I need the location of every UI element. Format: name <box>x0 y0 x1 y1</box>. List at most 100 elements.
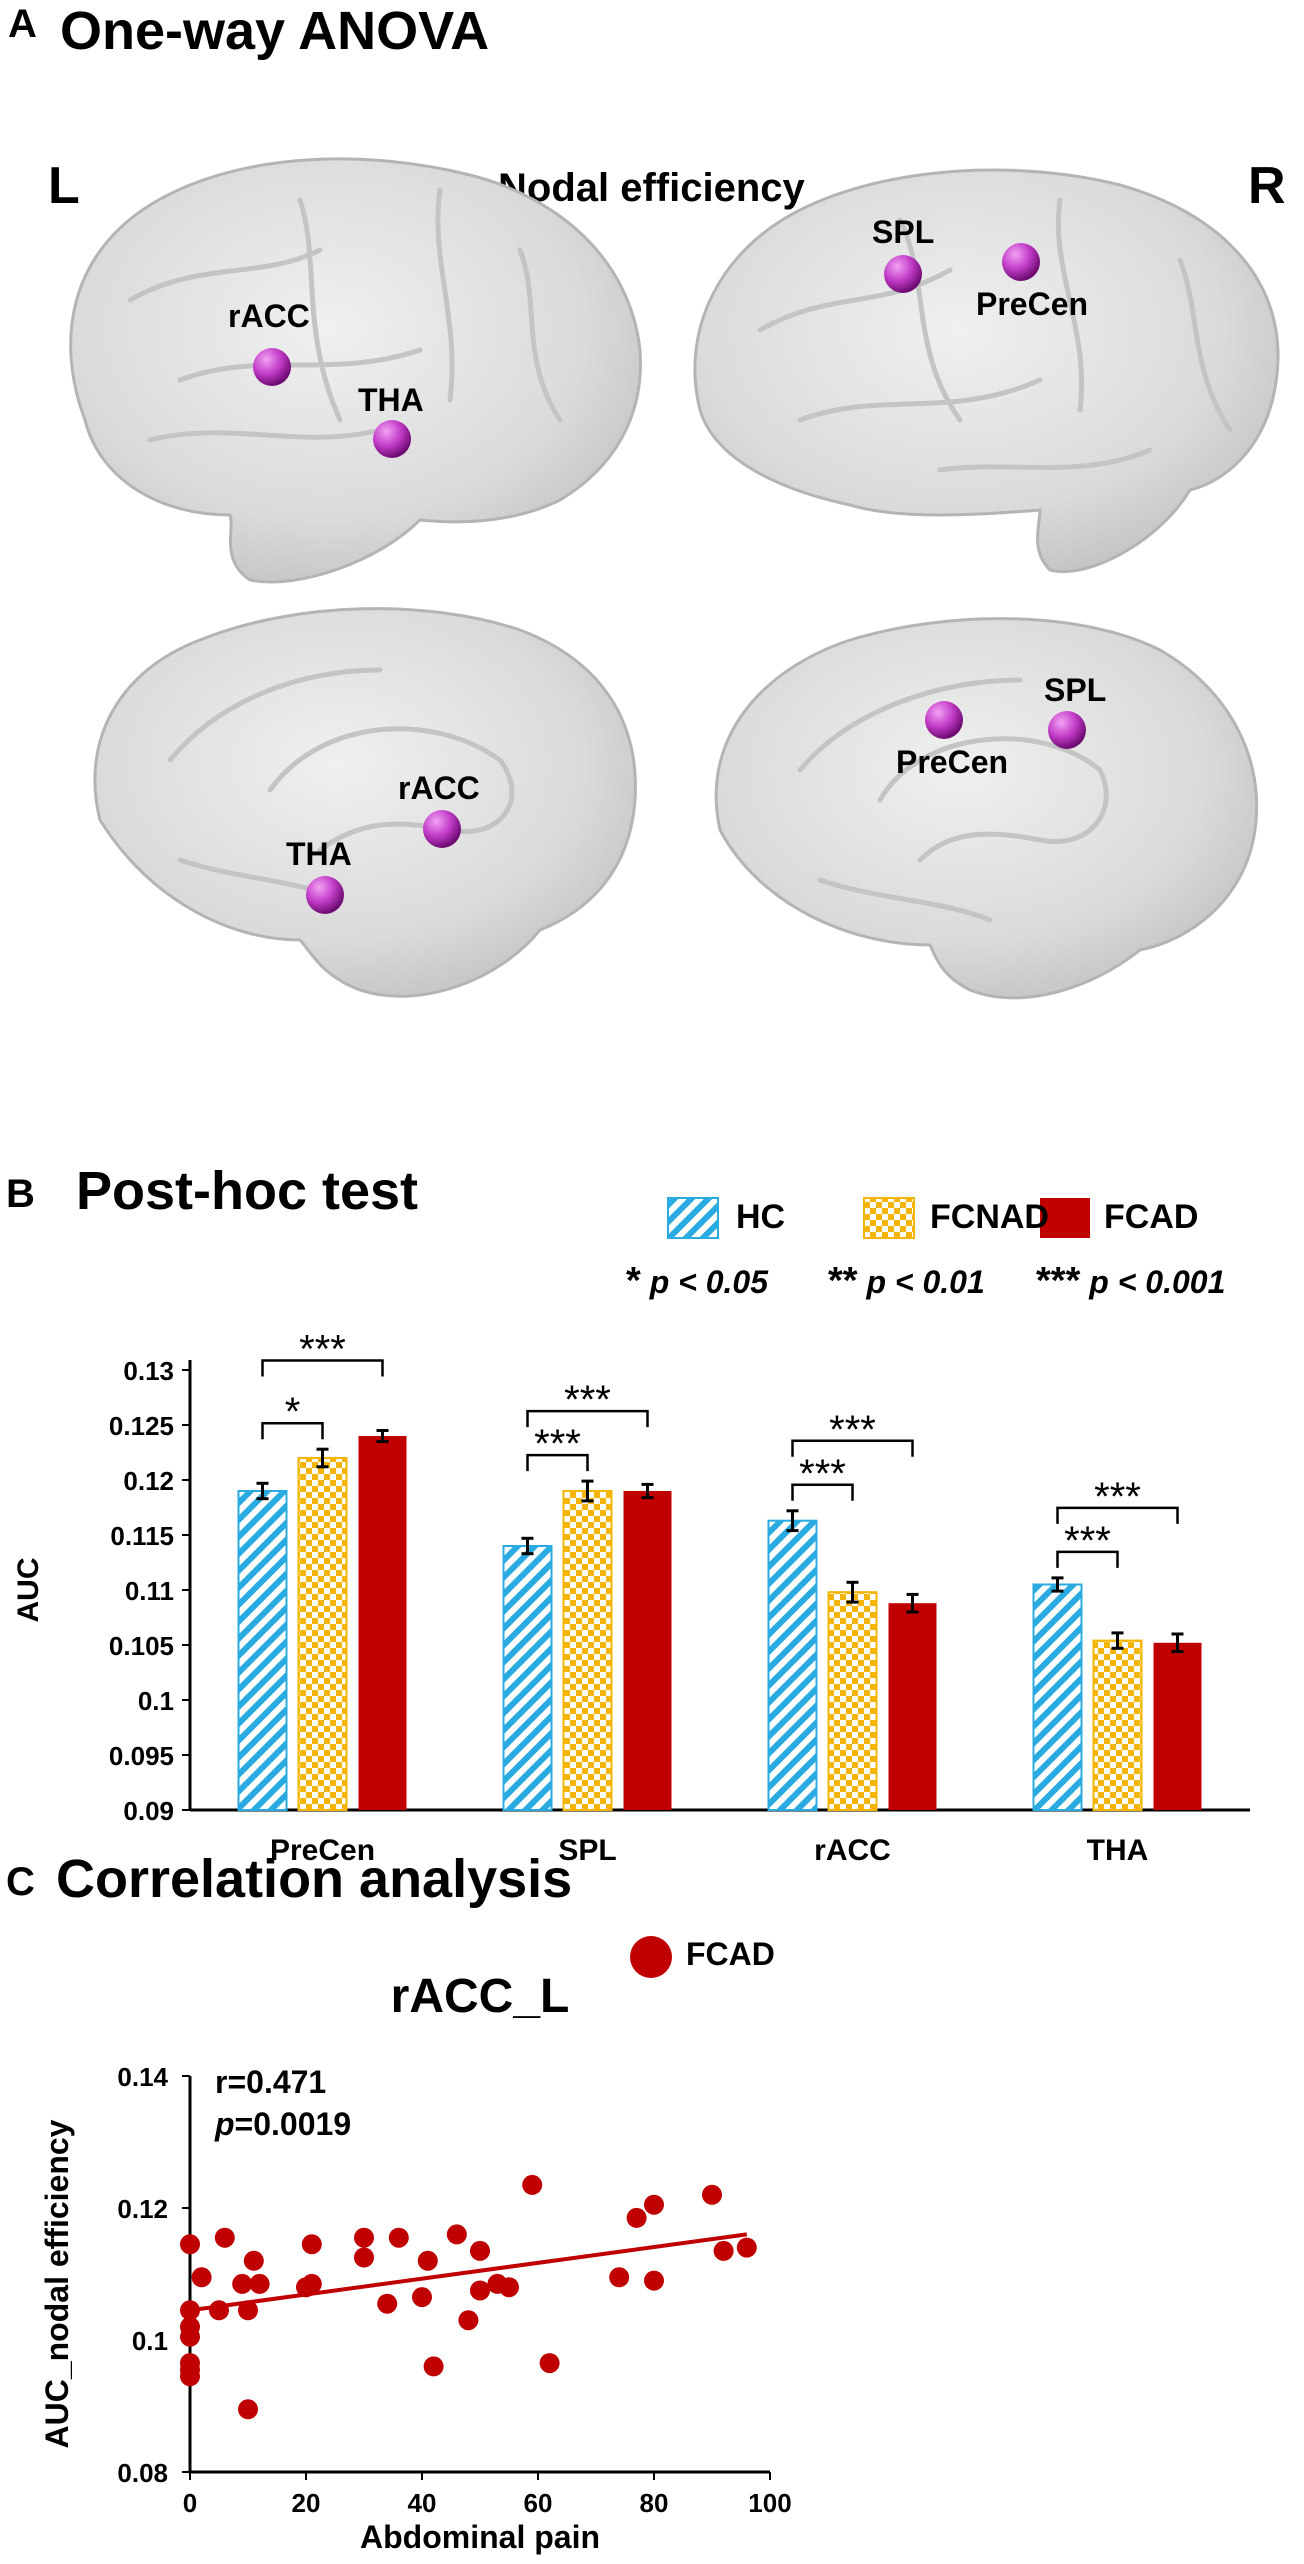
y-tick-label: 0.115 <box>110 1521 174 1551</box>
scatter-point <box>238 2300 258 2321</box>
bar-fcnad <box>1092 1639 1143 1811</box>
brain-views <box>69 157 1280 1000</box>
scatter-point <box>702 2184 722 2205</box>
y-tick-label: 0.09 <box>123 1796 174 1826</box>
scatter-point <box>609 2267 630 2288</box>
bar-fcad <box>358 1436 407 1810</box>
scatter-point <box>713 2240 734 2261</box>
scatter-point <box>301 2273 322 2294</box>
brain-lateral-right <box>693 168 1280 573</box>
bar-hc <box>1032 1583 1083 1811</box>
scatter-point <box>209 2300 229 2321</box>
scatter-point <box>214 2227 235 2248</box>
scatter-legend-marker <box>630 1936 672 1978</box>
scatter-point <box>539 2353 560 2374</box>
scatter-point <box>243 2250 264 2271</box>
legend-hc-swatch <box>667 1197 719 1239</box>
scatter-point <box>626 2207 647 2228</box>
scatter-point <box>191 2267 212 2288</box>
significance-stars: *** <box>799 1452 846 1496</box>
bar-chart: 0.09 0.095 0.1 0.105 0.11 0.115 0.12 0.125 0.13 A… <box>12 1330 1250 1867</box>
hemisphere-right-label: R <box>1248 157 1286 215</box>
significance-stars: *** <box>534 1422 581 1466</box>
stat-r: r=0.471 <box>215 2064 327 2100</box>
brain-lateral-left <box>69 157 642 584</box>
bar-fcad <box>888 1603 937 1810</box>
brain-medial-right <box>714 617 1259 1000</box>
y-tick-label: 0.1 <box>138 1686 174 1716</box>
x-tick-label: 100 <box>748 2488 791 2518</box>
scatter-point <box>180 2326 200 2347</box>
scatter-point <box>249 2273 270 2294</box>
sig-legend-p05: * p < 0.05 <box>626 1260 768 1303</box>
x-axis-label: Abdominal pain <box>360 2519 600 2555</box>
significance-stars: *** <box>564 1378 611 1422</box>
label-precen-medial: PreCen <box>896 744 1009 780</box>
y-tick-label: 0.1 <box>132 2326 168 2356</box>
sig-legend-p01-text: p < 0.01 <box>866 1264 985 1300</box>
node-precen-lateral <box>1002 243 1040 281</box>
label-tha-medial: THA <box>286 836 352 872</box>
label-spl-medial: SPL <box>1044 672 1107 708</box>
sig-legend-p01: ** p < 0.01 <box>828 1260 985 1303</box>
significance-stars: *** <box>1094 1475 1141 1519</box>
sig-legend-p01-stars: ** <box>828 1260 858 1302</box>
node-tha-medial <box>306 876 344 914</box>
significance-bracket <box>1056 1550 1119 1568</box>
group-legend-swatches <box>667 1197 1090 1239</box>
bar-fcnad <box>562 1490 613 1811</box>
scatter-point <box>388 2227 409 2248</box>
x-tick-label: 20 <box>292 2488 321 2518</box>
label-racc-medial: rACC <box>398 770 480 806</box>
significance-bracket <box>526 1409 649 1428</box>
significance-stars: *** <box>829 1408 876 1452</box>
bar-fcnad <box>827 1591 878 1812</box>
y-tick-label: 0.08 <box>117 2458 168 2488</box>
sig-legend-p05-stars: * <box>626 1260 641 1302</box>
significance-stars: * <box>285 1390 301 1434</box>
y-axis-label: AUC_nodal efficiency <box>39 2119 75 2448</box>
x-tick-label: 80 <box>640 2488 669 2518</box>
bar-hc <box>502 1545 553 1811</box>
regression-line <box>189 2232 748 2313</box>
scatter-point <box>458 2310 479 2331</box>
scatter-point <box>354 2247 374 2268</box>
hemisphere-left-label: L <box>48 157 80 215</box>
significance-stars: *** <box>1064 1519 1111 1563</box>
brain-medial-left <box>93 607 637 998</box>
scatter-point <box>644 2194 664 2215</box>
significance-bracket <box>261 1359 384 1377</box>
legend-fcad-label: FCAD <box>1104 1198 1199 1236</box>
scatter-point <box>644 2270 664 2291</box>
legend-fcnad-label: FCNAD <box>930 1198 1049 1236</box>
label-precen-lateral: PreCen <box>976 286 1089 322</box>
bar-hc <box>237 1490 288 1811</box>
significance-bracket <box>526 1453 589 1472</box>
scatter-point <box>499 2277 519 2298</box>
panel-a-letter: A <box>8 2 37 46</box>
node-precen-medial <box>925 701 963 739</box>
node-spl-medial <box>1048 711 1086 749</box>
panel-a-title: One-way ANOVA <box>60 1 490 61</box>
stat-p-value: =0.0019 <box>234 2106 352 2142</box>
label-spl-lateral: SPL <box>872 214 935 250</box>
scatter-point <box>232 2273 253 2294</box>
scatter-point <box>736 2237 757 2258</box>
significance-bracket <box>791 1483 854 1501</box>
node-spl-lateral <box>884 255 922 293</box>
sig-legend-p001-text: p < 0.001 <box>1089 1264 1226 1300</box>
y-tick-label: 0.14 <box>117 2062 168 2092</box>
sig-legend-p05-text: p < 0.05 <box>649 1264 768 1300</box>
y-tick-label: 0.105 <box>109 1631 174 1661</box>
bar-fcad <box>623 1491 672 1810</box>
scatter-point <box>354 2227 374 2248</box>
legend-fcad-swatch <box>1040 1198 1090 1238</box>
x-tick-label: THA <box>1087 1834 1149 1867</box>
scatter-point <box>417 2250 438 2271</box>
panel-b-letter: B <box>6 1172 35 1216</box>
x-tick-label: rACC <box>814 1834 891 1867</box>
significance-bracket <box>261 1421 324 1440</box>
scatter-point <box>470 2280 490 2301</box>
y-tick-label: 0.13 <box>123 1356 174 1386</box>
bar-fcad <box>1153 1642 1202 1810</box>
